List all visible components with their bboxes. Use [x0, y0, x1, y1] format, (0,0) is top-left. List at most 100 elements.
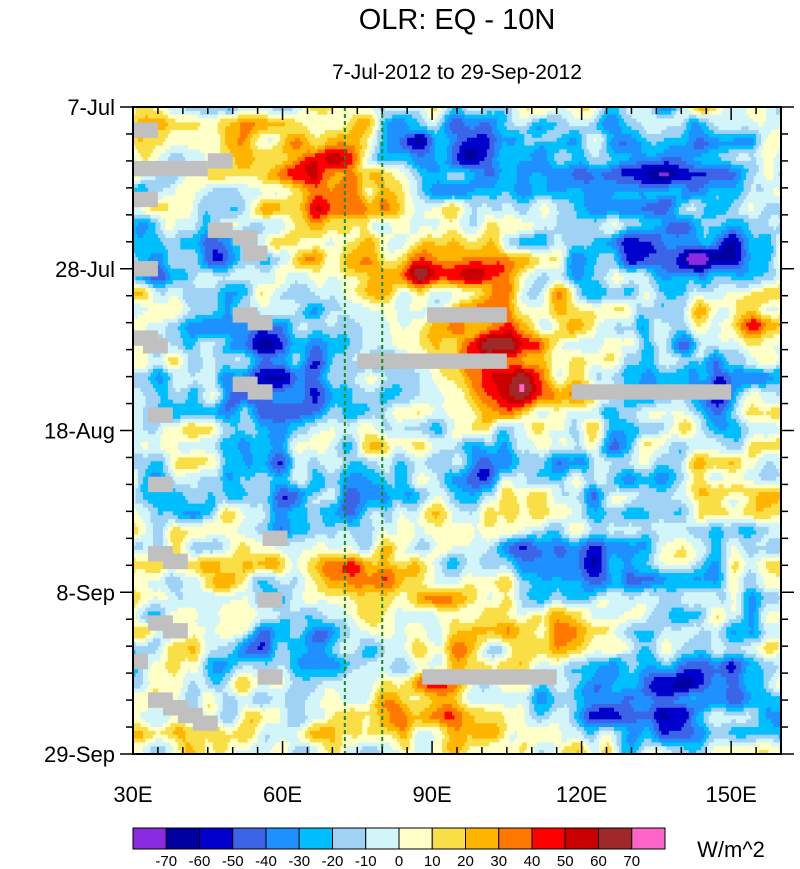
field-cell: [285, 126, 289, 131]
field-cell: [606, 118, 610, 123]
field-cell: [554, 133, 558, 139]
field-cell: [175, 122, 179, 127]
field-cell: [452, 130, 456, 135]
field-cell: [444, 118, 448, 123]
field-cell: [427, 110, 431, 116]
field-cell: [651, 114, 655, 120]
field-cell: [185, 118, 189, 123]
field-cell: [681, 122, 685, 127]
field-cell: [713, 122, 717, 127]
field-cell: [324, 130, 328, 135]
field-cell: [701, 130, 705, 135]
field-cell: [691, 133, 695, 139]
field-cell: [327, 133, 331, 139]
field-cell: [299, 133, 304, 139]
field-cell: [429, 114, 433, 120]
field-cell: [192, 133, 196, 139]
field-cell: [207, 126, 211, 131]
field-cell: [339, 137, 343, 143]
field-cell: [332, 126, 336, 131]
field-cell: [748, 133, 752, 139]
field-cell: [212, 110, 216, 116]
field-cell: [549, 133, 553, 139]
field-cell: [504, 126, 508, 131]
field-cell: [277, 110, 281, 116]
field-cell: [516, 122, 520, 127]
field-cell: [255, 126, 259, 131]
field-cell: [180, 107, 184, 112]
field-cell: [511, 114, 515, 120]
field-cell: [768, 114, 772, 120]
field-cell: [541, 133, 545, 139]
field-cell: [312, 126, 316, 131]
field-cell: [277, 133, 281, 139]
field-cell: [250, 110, 254, 116]
field-cell: [604, 133, 608, 139]
field-cell: [402, 118, 406, 123]
field-cell: [663, 118, 667, 123]
field-cell: [481, 114, 486, 120]
field-cell: [142, 107, 147, 112]
field-cell: [671, 130, 675, 135]
field-cell: [260, 107, 264, 112]
field-cell: [648, 133, 652, 139]
field-cell: [170, 126, 174, 131]
field-cell: [499, 107, 503, 112]
field-cell: [753, 126, 757, 131]
field-cell: [427, 122, 431, 127]
field-cell: [504, 133, 508, 139]
field-cell: [646, 130, 650, 135]
field-cell: [339, 110, 343, 116]
field-cell: [658, 126, 662, 131]
field-cell: [761, 110, 765, 116]
field-cell: [257, 107, 261, 112]
field-cell: [180, 118, 184, 123]
field-cell: [225, 114, 229, 120]
field-cell: [469, 126, 473, 131]
field-cell: [471, 107, 476, 112]
field-cell: [317, 130, 321, 135]
field-cell: [599, 126, 603, 131]
field-cell: [160, 133, 164, 139]
field-cell: [434, 126, 438, 131]
field-cell: [621, 114, 625, 120]
field-cell: [631, 122, 635, 127]
field-cell: [417, 126, 421, 131]
field-cell: [357, 122, 361, 127]
field-cell: [471, 118, 476, 123]
field-cell: [693, 114, 697, 120]
field-cell: [554, 126, 558, 131]
field-cell: [250, 130, 254, 135]
field-cell: [437, 122, 441, 127]
field-cell: [402, 122, 406, 127]
field-cell: [638, 107, 643, 112]
field-cell: [277, 107, 281, 112]
field-cell: [200, 110, 204, 116]
field-cell: [237, 130, 241, 135]
field-cell: [743, 110, 747, 116]
field-cell: [290, 130, 294, 135]
field-cell: [509, 126, 513, 131]
field-cell: [778, 133, 781, 139]
field-cell: [509, 110, 513, 116]
field-cell: [599, 107, 603, 112]
field-cell: [232, 133, 236, 139]
field-cell: [319, 118, 324, 123]
field-cell: [384, 130, 388, 135]
field-cell: [574, 114, 578, 120]
field-cell: [464, 110, 468, 116]
field-cell: [693, 110, 697, 116]
field-cell: [374, 107, 378, 112]
field-cell: [623, 133, 628, 139]
field-cell: [461, 110, 466, 116]
field-cell: [619, 110, 623, 116]
field-cell: [611, 118, 615, 123]
field-cell: [491, 126, 495, 131]
field-cell: [708, 122, 712, 127]
field-cell: [476, 122, 481, 127]
field-cell: [561, 126, 565, 131]
field-cell: [245, 107, 249, 112]
field-cell: [678, 133, 682, 139]
field-cell: [569, 110, 573, 116]
field-cell: [217, 107, 221, 112]
